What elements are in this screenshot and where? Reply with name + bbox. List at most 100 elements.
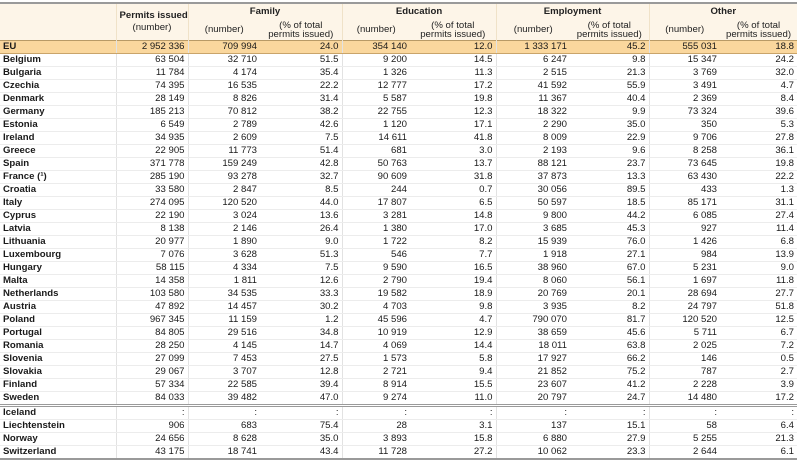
country-cell: Spain: [0, 157, 116, 171]
value-cell: 47.0: [260, 391, 342, 407]
value-cell: 20 977: [115, 235, 188, 249]
country-cell: Latvia: [0, 222, 116, 236]
value-cell: 2 721: [341, 365, 410, 379]
value-cell: 1 120: [341, 118, 410, 132]
value-cell: 4.7: [720, 79, 797, 93]
country-cell: Lithuania: [0, 235, 116, 249]
value-cell: 7 076: [115, 248, 188, 262]
value-cell: 41.8: [410, 131, 496, 145]
value-cell: 1 918: [495, 248, 570, 262]
subheader-percent: (% of total permits issued): [410, 20, 496, 41]
country-cell: Liechtenstein: [0, 419, 116, 433]
value-cell: 1 722: [341, 235, 410, 249]
value-cell: 38 960: [495, 261, 570, 275]
value-cell: 63.8: [570, 339, 650, 353]
value-cell: 14 358: [115, 274, 188, 288]
value-cell: 8 060: [495, 274, 570, 288]
value-cell: 9.8: [410, 300, 496, 314]
value-cell: 350: [648, 118, 721, 132]
table-row: Bulgaria 11 784 4 174 35.4 1 326 11.3 2 515 21.…: [0, 66, 797, 80]
value-cell: 7 453: [187, 352, 260, 366]
table-row: Luxembourg 7 076 3 628 51.3 546 7.7 1 918 27.1 9…: [0, 248, 797, 262]
percent-line-2: permits issued): [268, 29, 334, 40]
value-cell: 14.8: [410, 209, 496, 223]
value-cell: 274 095: [115, 196, 188, 210]
value-cell: 984: [648, 248, 721, 262]
value-cell: 27 099: [115, 352, 188, 366]
value-cell: 137: [495, 419, 570, 433]
value-cell: 10 919: [341, 326, 410, 340]
table-row: Sweden 84 033 39 482 47.0 9 274 11.0 20 797 24.…: [0, 391, 797, 407]
value-cell: 8 258: [648, 144, 721, 158]
value-cell: 16 535: [187, 79, 260, 93]
value-cell: 4 145: [187, 339, 260, 353]
percent-line-1: (% of total: [587, 20, 631, 31]
value-cell: :: [260, 405, 342, 420]
country-cell: Iceland: [0, 405, 116, 420]
eu-total-row: EU 2 952 336 709 994 24.0 354 140 12.0 1 333 1…: [0, 40, 797, 54]
country-cell: Slovakia: [0, 365, 116, 379]
value-cell: 683: [187, 419, 260, 433]
value-cell: 1 697: [648, 274, 721, 288]
value-cell: 11 367: [495, 92, 570, 106]
value-cell: :: [410, 405, 496, 420]
value-cell: 11.0: [410, 391, 496, 407]
value-cell: 4 069: [341, 339, 410, 353]
value-cell: 120 520: [648, 313, 721, 327]
country-cell: Greece: [0, 144, 116, 158]
value-cell: 27.1: [570, 248, 650, 262]
value-cell: 89.5: [570, 183, 650, 197]
value-cell: 63 504: [115, 53, 188, 67]
value-cell: 7.2: [720, 339, 797, 353]
value-cell: 19.8: [720, 157, 797, 171]
value-cell: 24 797: [648, 300, 721, 314]
value-cell: 8.2: [410, 235, 496, 249]
table-row: Belgium 63 504 32 710 51.5 9 200 14.5 6 247 9.8…: [0, 53, 797, 67]
value-cell: 19.4: [410, 274, 496, 288]
value-cell: 967 345: [115, 313, 188, 327]
value-cell: 14 457: [187, 300, 260, 314]
country-cell: Estonia: [0, 118, 116, 132]
value-cell: 3 024: [187, 209, 260, 223]
value-cell: 15.8: [410, 432, 496, 446]
country-cell: Bulgaria: [0, 66, 116, 80]
value-cell: 18 322: [495, 105, 570, 119]
table-row: Greece 22 905 11 773 51.4 681 3.0 2 193 9.6 8 25…: [0, 144, 797, 158]
value-cell: 3 893: [341, 432, 410, 446]
value-cell: 24 656: [115, 432, 188, 446]
value-cell: 45.2: [570, 40, 650, 54]
table-row: Austria 47 892 14 457 30.2 4 703 9.8 3 935 8.2 2…: [0, 300, 797, 314]
value-cell: 4 174: [187, 66, 260, 80]
value-cell: 546: [341, 248, 410, 262]
value-cell: 22.2: [260, 79, 342, 93]
country-cell: EU: [0, 40, 116, 54]
value-cell: 927: [648, 222, 721, 236]
table-row: Poland 967 345 11 159 1.2 45 596 4.7 790 070 81…: [0, 313, 797, 327]
table-row: Estonia 6 549 2 789 42.6 1 120 17.1 2 290 35.0 3…: [0, 118, 797, 132]
country-header: [0, 3, 116, 41]
table-row: Cyprus 22 190 3 024 13.6 3 281 14.8 9 800 44.2 6…: [0, 209, 797, 223]
value-cell: 12.5: [720, 313, 797, 327]
value-cell: 555 031: [648, 40, 721, 54]
country-cell: France (¹): [0, 170, 116, 184]
percent-line-1: (% of total: [279, 20, 323, 31]
value-cell: 45.6: [570, 326, 650, 340]
value-cell: 6 549: [115, 118, 188, 132]
group-header-employment: Employment: [495, 3, 650, 20]
value-cell: 22 190: [115, 209, 188, 223]
value-cell: 22.2: [720, 170, 797, 184]
value-cell: 9 706: [648, 131, 721, 145]
value-cell: 15.5: [410, 378, 496, 392]
table-row: Liechtenstein 906 683 75.4 28 3.1 137 15.1 58 6.4: [0, 419, 797, 433]
value-cell: 8 009: [495, 131, 570, 145]
value-cell: 11 773: [187, 144, 260, 158]
value-cell: 75.2: [570, 365, 650, 379]
value-cell: 27.5: [260, 352, 342, 366]
value-cell: 2 847: [187, 183, 260, 197]
value-cell: 84 805: [115, 326, 188, 340]
value-cell: 55.9: [570, 79, 650, 93]
value-cell: 56.1: [570, 274, 650, 288]
value-cell: 17 927: [495, 352, 570, 366]
subheader-number: (number): [495, 20, 570, 41]
value-cell: 39.4: [260, 378, 342, 392]
